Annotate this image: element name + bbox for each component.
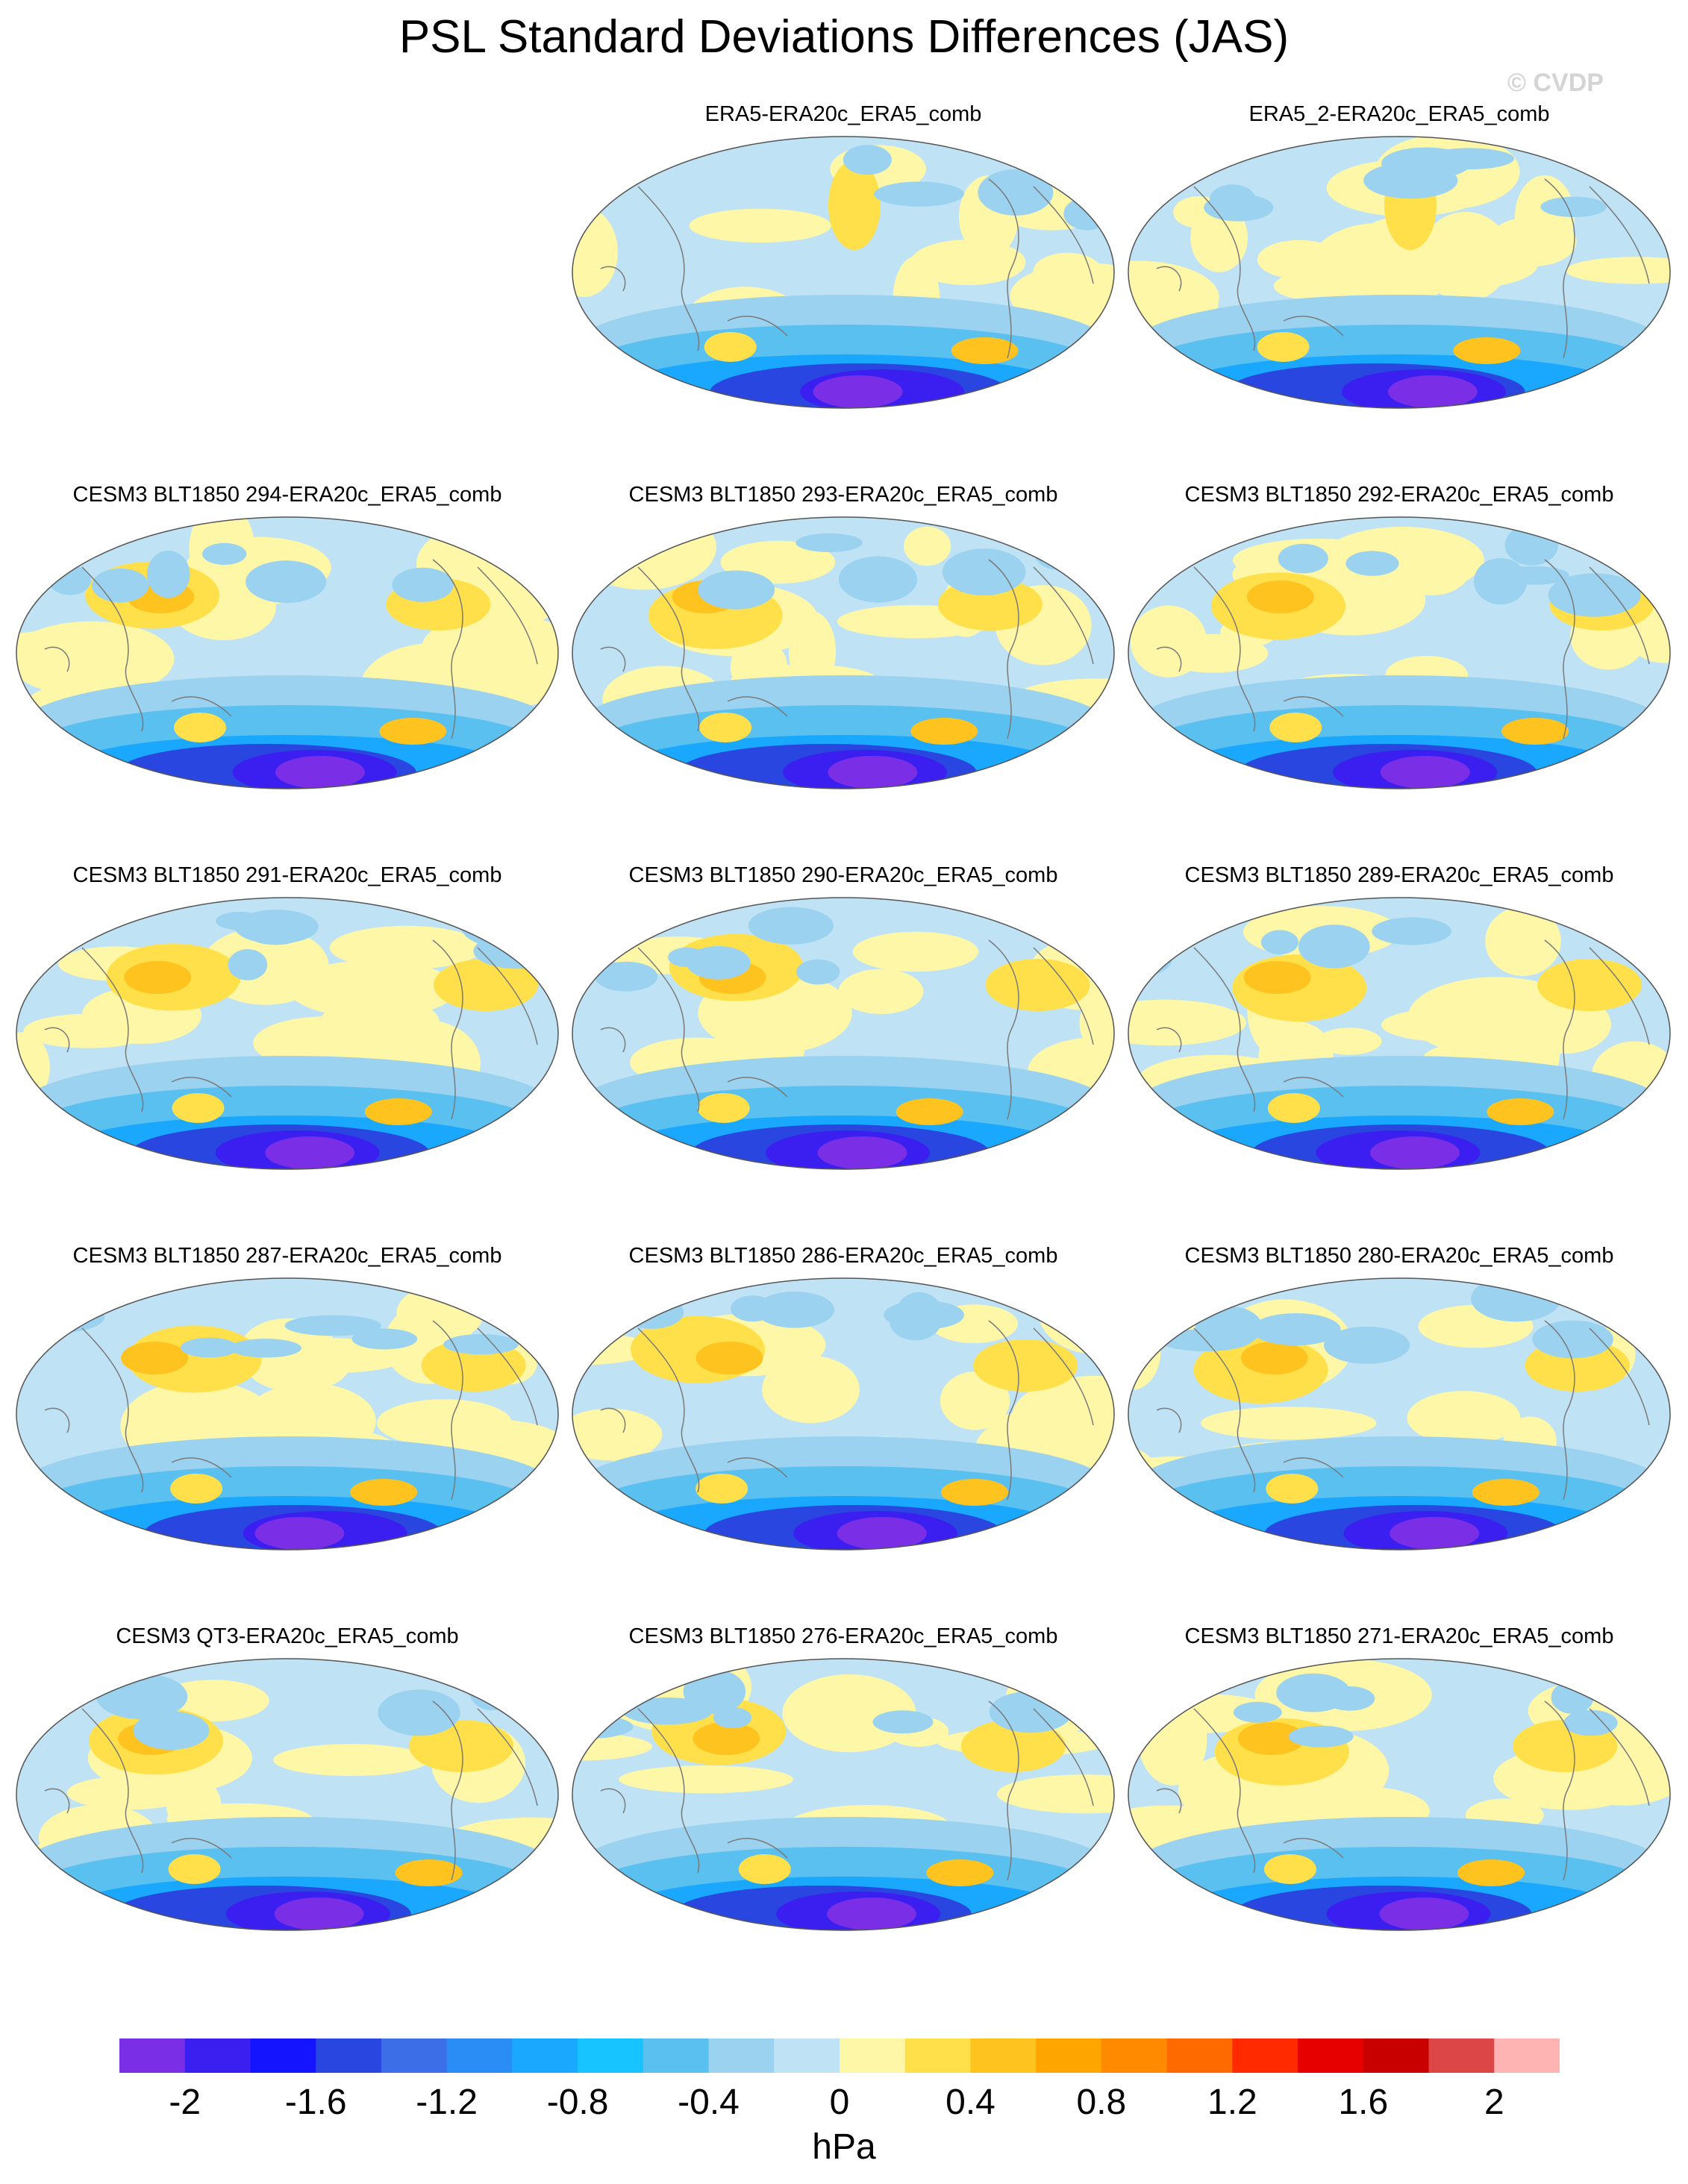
colorbar-tick-label: -0.4: [678, 2083, 740, 2122]
colorbar-swatch: [446, 2038, 513, 2073]
panel-title: CESM3 BLT1850 287-ERA20c_ERA5_comb: [72, 1244, 502, 1268]
colorbar-tick-label: 2: [1484, 2083, 1504, 2122]
colorbar-swatch: [970, 2038, 1037, 2073]
map-panel: [572, 516, 1115, 789]
map-panel: [572, 897, 1115, 1170]
colorbar-tick-label: 0.8: [1076, 2083, 1127, 2122]
colorbar-swatch: [381, 2038, 448, 2073]
map-panel: [1128, 1658, 1671, 1931]
map-panel: [16, 1658, 559, 1931]
colorbar-swatch: [774, 2038, 840, 2073]
map-panel: [1128, 136, 1671, 409]
colorbar-tick-label: 0: [829, 2083, 850, 2122]
colorbar-tick-label: 0.4: [945, 2083, 995, 2122]
panel-title: CESM3 BLT1850 292-ERA20c_ERA5_comb: [1184, 483, 1614, 507]
colorbar-swatch: [643, 2038, 710, 2073]
panel-title: ERA5_2-ERA20c_ERA5_comb: [1248, 102, 1550, 126]
colorbar-swatch: [578, 2038, 644, 2073]
colorbar-swatch: [316, 2038, 382, 2073]
colorbar-swatch: [512, 2038, 578, 2073]
colorbar-swatch: [184, 2038, 251, 2073]
colorbar-swatch: [119, 2038, 186, 2073]
map-panel: [16, 516, 559, 789]
colorbar-swatch: [1036, 2038, 1102, 2073]
colorbar-swatch: [1428, 2038, 1495, 2073]
colorbar-swatch: [1166, 2038, 1233, 2073]
map-panel: [572, 136, 1115, 409]
map-panel: [1128, 897, 1671, 1170]
panel-title: CESM3 BLT1850 289-ERA20c_ERA5_comb: [1184, 863, 1614, 887]
panel-title: CESM3 BLT1850 291-ERA20c_ERA5_comb: [72, 863, 502, 887]
panel-title: CESM3 BLT1850 294-ERA20c_ERA5_comb: [72, 483, 502, 507]
colorbar-swatch: [1298, 2038, 1364, 2073]
colorbar-tick-label: 1.6: [1338, 2083, 1389, 2122]
panel-title: CESM3 QT3-ERA20c_ERA5_comb: [116, 1624, 459, 1648]
colorbar: [119, 2038, 1560, 2073]
panel-title: CESM3 BLT1850 286-ERA20c_ERA5_comb: [628, 1244, 1058, 1268]
figure-title: PSL Standard Deviations Differences (JAS…: [398, 11, 1290, 63]
panel-title: CESM3 BLT1850 293-ERA20c_ERA5_comb: [628, 483, 1058, 507]
colorbar-swatch: [708, 2038, 775, 2073]
colorbar-tick-label: -0.8: [546, 2083, 609, 2122]
colorbar-swatch: [904, 2038, 971, 2073]
colorbar-tick-label: -1.2: [416, 2083, 478, 2122]
panel-title: CESM3 BLT1850 276-ERA20c_ERA5_comb: [628, 1624, 1058, 1648]
panel-title: CESM3 BLT1850 280-ERA20c_ERA5_comb: [1184, 1244, 1614, 1268]
colorbar-swatch: [1363, 2038, 1430, 2073]
map-panel: [572, 1277, 1115, 1551]
colorbar-tick-label: 1.2: [1207, 2083, 1257, 2122]
panel-title: ERA5-ERA20c_ERA5_comb: [704, 102, 982, 126]
colorbar-swatch: [1494, 2038, 1560, 2073]
colorbar-swatch: [1232, 2038, 1298, 2073]
map-panel: [16, 1277, 559, 1551]
colorbar-swatch: [1101, 2038, 1168, 2073]
cvdp-watermark: © CVDP: [1507, 69, 1604, 97]
colorbar-swatch: [250, 2038, 316, 2073]
map-panel: [16, 897, 559, 1170]
colorbar-swatch: [840, 2038, 906, 2073]
colorbar-tick-label: -1.6: [284, 2083, 347, 2122]
colorbar-units: hPa: [812, 2127, 876, 2167]
map-panel: [1128, 516, 1671, 789]
map-panel: [1128, 1277, 1671, 1551]
colorbar-tick-label: -2: [169, 2083, 201, 2122]
panel-title: CESM3 BLT1850 271-ERA20c_ERA5_comb: [1184, 1624, 1614, 1648]
panel-title: CESM3 BLT1850 290-ERA20c_ERA5_comb: [628, 863, 1058, 887]
map-panel: [572, 1658, 1115, 1931]
